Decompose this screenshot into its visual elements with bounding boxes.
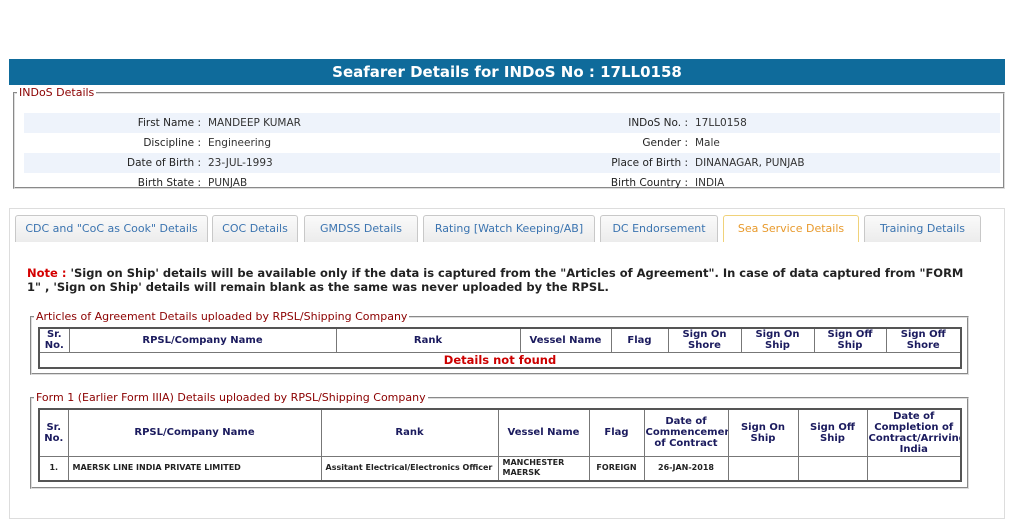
note: Note : 'Sign on Ship' details will be av…: [27, 266, 977, 294]
section-legend: INDoS Details: [19, 86, 95, 99]
column-header: Sr. No.: [38, 327, 70, 353]
field-value: MANDEEP KUMAR: [208, 117, 301, 129]
tab[interactable]: CDC and "CoC as Cook" Details: [15, 215, 208, 242]
field-label: First Name :: [137, 117, 201, 129]
column-header: Sign On Shore: [667, 327, 742, 353]
table-cell: 26-JAN-2018: [643, 455, 729, 482]
articles-section: Articles of Agreement Details uploaded b…: [30, 310, 969, 375]
table-cell: FOREIGN: [588, 455, 645, 482]
field-label: Gender :: [642, 137, 688, 149]
column-header: Flag: [610, 327, 669, 353]
tab[interactable]: Training Details: [864, 215, 981, 242]
table-cell: MANCHESTER MAERSK: [497, 455, 590, 482]
tab[interactable]: COC Details: [212, 215, 298, 242]
table-cell: [866, 455, 962, 482]
column-header: Sign Off Ship: [797, 408, 868, 457]
tab[interactable]: Rating [Watch Keeping/AB]: [423, 215, 595, 242]
field-value: PUNJAB: [208, 177, 248, 189]
field-value: INDIA: [695, 177, 725, 189]
note-text: 'Sign on Ship' details will be available…: [27, 266, 964, 294]
data-table: Sr. No. RPSL/Company Name Rank Vessel Name F…: [38, 327, 962, 369]
field-label: Birth Country :: [610, 177, 688, 189]
header-row: Sr. No. RPSL/Company Name Rank Vessel Name F…: [38, 327, 962, 353]
detail-row: Date of Birth : 23-JUL-1993 Place of Birth…: [24, 153, 1000, 173]
field-value: Male: [695, 137, 720, 149]
field-label: Place of Birth :: [611, 157, 688, 169]
note-label: Note :: [27, 266, 67, 280]
data-table: Sr. No. RPSL/Company Name Rank Vessel Name F…: [38, 408, 962, 482]
section-legend: Form 1 (Earlier Form IIIA) Details uploa…: [36, 391, 426, 404]
page-title: Seafarer Details for INDoS No : 17LL0158: [9, 59, 1005, 85]
detail-row: First Name : MANDEEP KUMAR INDoS No. : 17LL…: [24, 113, 1000, 133]
table-cell: 1.: [38, 455, 69, 482]
field-value: DINANAGAR, PUNJAB: [695, 157, 805, 169]
column-header: Vessel Name: [519, 327, 612, 353]
tab[interactable]: DC Endorsement: [600, 215, 718, 242]
column-header: Date of Completion of Contract/Arriving …: [866, 408, 962, 457]
form1-section: Form 1 (Earlier Form IIIA) Details uploa…: [30, 391, 969, 489]
column-header: Sign Off Shore: [885, 327, 962, 353]
field-label: Birth State :: [137, 177, 201, 189]
field-label: Discipline :: [143, 137, 201, 149]
tab[interactable]: GMDSS Details: [304, 215, 418, 242]
section-legend: Articles of Agreement Details uploaded b…: [36, 310, 408, 323]
header-row: Sr. No. RPSL/Company Name Rank Vessel Name F…: [38, 408, 962, 457]
column-header: Sign On Ship: [740, 327, 815, 353]
field-label: Date of Birth :: [127, 157, 201, 169]
empty-message: Details not found: [38, 351, 962, 368]
data-row: 1. MAERSK LINE INDIA PRIVATE LIMITED Assit…: [38, 455, 962, 482]
column-header: Rank: [335, 327, 521, 353]
tab-panel: [9, 208, 1005, 519]
tab[interactable]: Sea Service Details: [723, 215, 859, 242]
column-header: RPSL/Company Name: [68, 327, 337, 353]
column-header: Flag: [588, 408, 645, 457]
table-cell: Assitant Electrical/Electronics Officer: [320, 455, 499, 482]
column-header: Sr. No.: [38, 408, 69, 457]
detail-row: Birth State : PUNJAB Birth Country : INDIA: [24, 173, 1000, 193]
column-header: Rank: [320, 408, 499, 457]
column-header: Sign On Ship: [727, 408, 799, 457]
field-label: INDoS No. :: [628, 117, 688, 129]
column-header: RPSL/Company Name: [67, 408, 322, 457]
table-cell: [727, 455, 799, 482]
field-value: Engineering: [208, 137, 271, 149]
indos-details: INDoS Details First Name : MANDEEP KUMAR I…: [13, 86, 1005, 189]
column-header: Sign Off Ship: [813, 327, 887, 353]
table-cell: [797, 455, 868, 482]
field-value: 17LL0158: [695, 117, 747, 129]
field-value: 23-JUL-1993: [208, 157, 273, 169]
column-header: Date of Commencement of Contract: [643, 408, 729, 457]
empty-row: Details not found: [38, 351, 962, 368]
column-header: Vessel Name: [497, 408, 590, 457]
detail-row: Discipline : Engineering Gender : Male: [24, 133, 1000, 153]
table-cell: MAERSK LINE INDIA PRIVATE LIMITED: [67, 455, 322, 482]
